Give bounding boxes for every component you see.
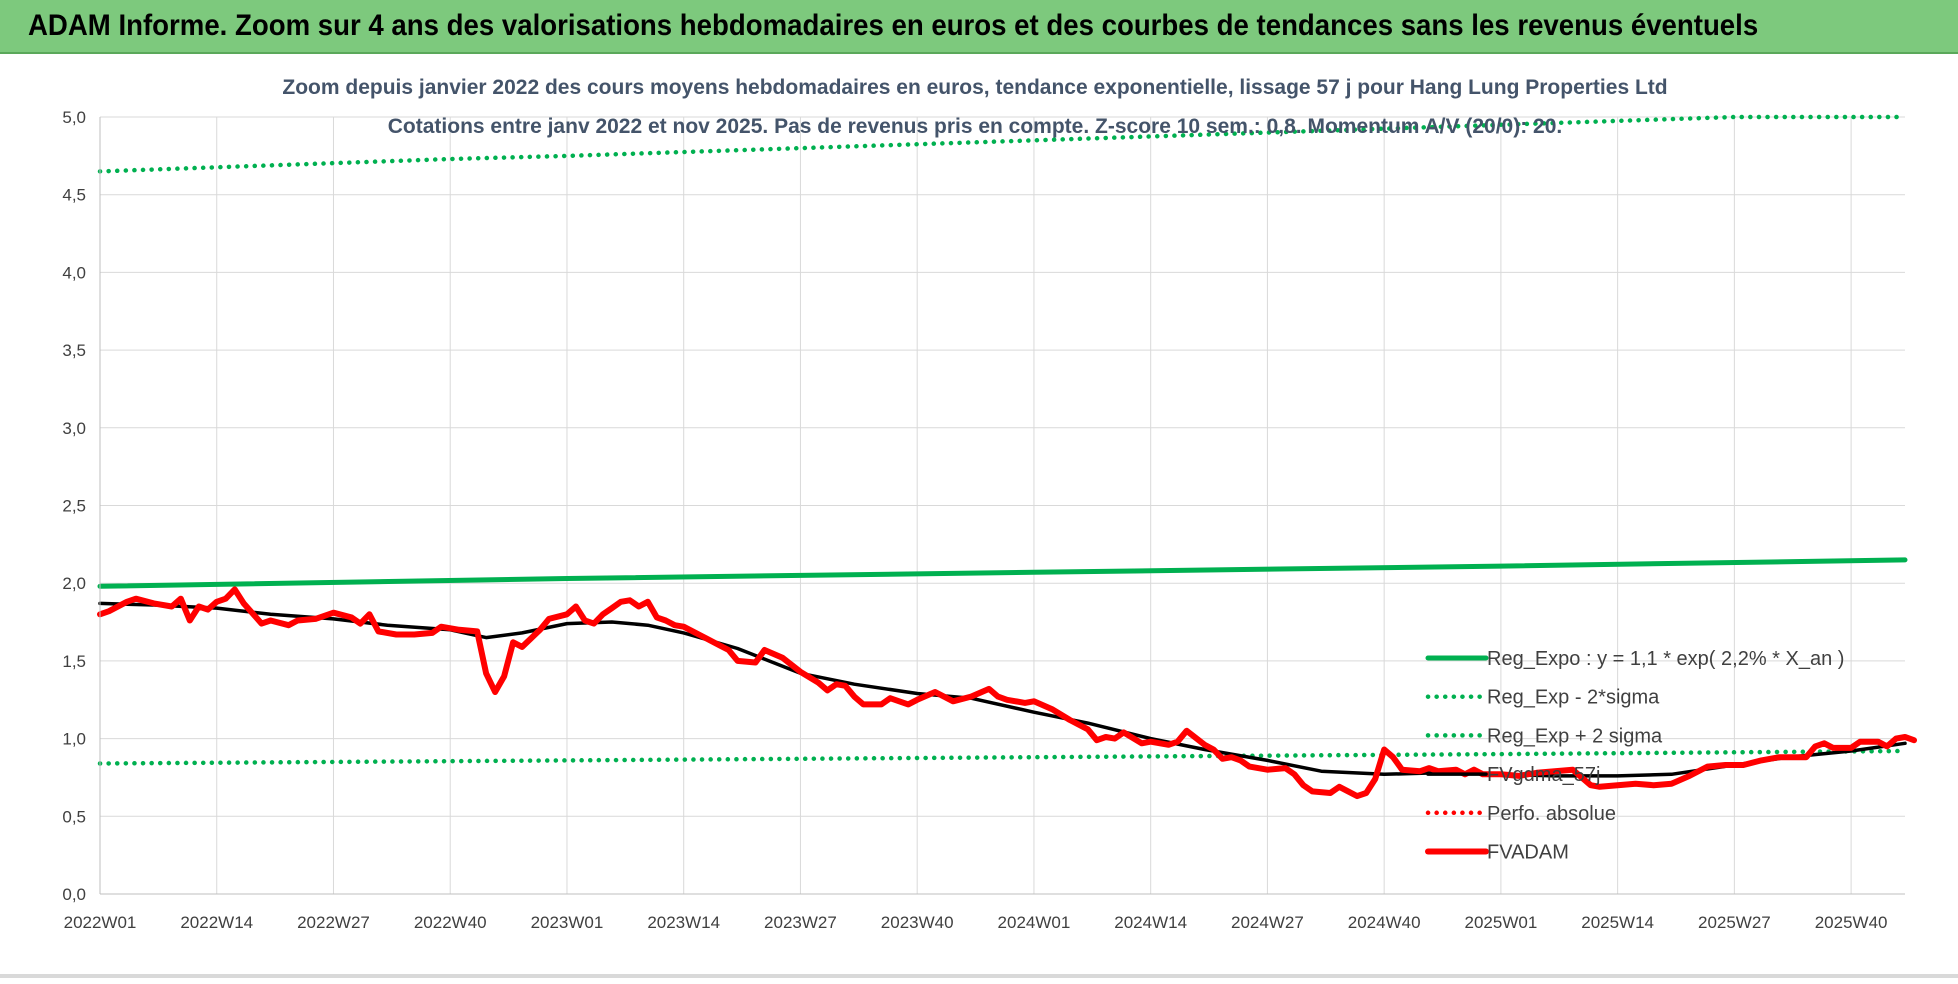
grid bbox=[99, 116, 1905, 895]
x-tick-label: 2022W14 bbox=[180, 913, 253, 932]
legend-label: Reg_Exp - 2*sigma bbox=[1487, 687, 1660, 709]
x-tick-label: 2023W01 bbox=[531, 913, 604, 932]
x-tick-label: 2023W14 bbox=[647, 913, 720, 932]
y-tick-label: 3,0 bbox=[62, 419, 86, 438]
x-tick-label: 2024W01 bbox=[998, 913, 1071, 932]
x-tick-label: 2022W27 bbox=[297, 913, 370, 932]
y-tick-label: 4,5 bbox=[62, 186, 86, 205]
chart-title: Zoom depuis janvier 2022 des cours moyen… bbox=[282, 76, 1667, 99]
header-banner: ADAM Informe. Zoom sur 4 ans des valoris… bbox=[0, 0, 1958, 54]
x-tick-label: 2024W14 bbox=[1114, 913, 1187, 932]
series-line-0 bbox=[97, 557, 1908, 589]
series-line-5 bbox=[97, 586, 1917, 800]
legend-label: Perfo. absolue bbox=[1487, 803, 1616, 825]
y-tick-label: 0,5 bbox=[62, 807, 86, 826]
x-tick-label: 2023W40 bbox=[881, 913, 954, 932]
x-tick-label: 2025W01 bbox=[1465, 913, 1538, 932]
legend-label: Reg_Expo : y = 1,1 * exp( 2,2% * X_an ) bbox=[1487, 648, 1844, 670]
x-tick-label: 2023W27 bbox=[764, 913, 837, 932]
y-tick-label: 4,0 bbox=[62, 263, 86, 282]
chart-subtitle: Cotations entre janv 2022 et nov 2025. P… bbox=[388, 115, 1562, 138]
x-tick-label: 2022W40 bbox=[414, 913, 487, 932]
series-line-1 bbox=[97, 748, 1908, 766]
x-tick-label: 2025W40 bbox=[1815, 913, 1888, 932]
series-line-2 bbox=[97, 114, 1908, 174]
legend-label: FVgdma_57j bbox=[1487, 764, 1600, 786]
line-chart: 0,0 0,5 1,0 1,5 2,0 2,5 3,0 3,5 4,0 4,5 5,0 2022W01… bbox=[62, 76, 1917, 932]
x-tick-label: 2022W01 bbox=[64, 913, 137, 932]
legend-label: FVADAM bbox=[1487, 842, 1569, 864]
legend: Reg_Expo : y = 1,1 * exp( 2,2% * X_an ) R… bbox=[1425, 648, 1844, 864]
x-tick-label: 2025W27 bbox=[1698, 913, 1771, 932]
y-tick-label: 1,5 bbox=[62, 652, 86, 671]
y-tick-label: 3,5 bbox=[62, 341, 86, 360]
y-tick-label: 5,0 bbox=[62, 108, 86, 127]
banner-title: ADAM Informe. Zoom sur 4 ans des valoris… bbox=[28, 9, 1759, 42]
legend-label: Reg_Exp + 2 sigma bbox=[1487, 725, 1663, 747]
y-tick-label: 2,5 bbox=[62, 497, 86, 516]
series-layer bbox=[97, 114, 1917, 800]
y-tick-label: 0,0 bbox=[62, 885, 86, 904]
y-tick-label: 2,0 bbox=[62, 574, 86, 593]
axes: 0,0 0,5 1,0 1,5 2,0 2,5 3,0 3,5 4,0 4,5 5,0 2022W01… bbox=[62, 108, 1905, 932]
bottom-divider bbox=[0, 974, 1958, 978]
x-tick-label: 2025W14 bbox=[1581, 913, 1654, 932]
x-tick-label: 2024W40 bbox=[1348, 913, 1421, 932]
x-tick-label: 2024W27 bbox=[1231, 913, 1304, 932]
y-tick-label: 1,0 bbox=[62, 730, 86, 749]
chart-titles: Zoom depuis janvier 2022 des cours moyen… bbox=[282, 76, 1667, 138]
